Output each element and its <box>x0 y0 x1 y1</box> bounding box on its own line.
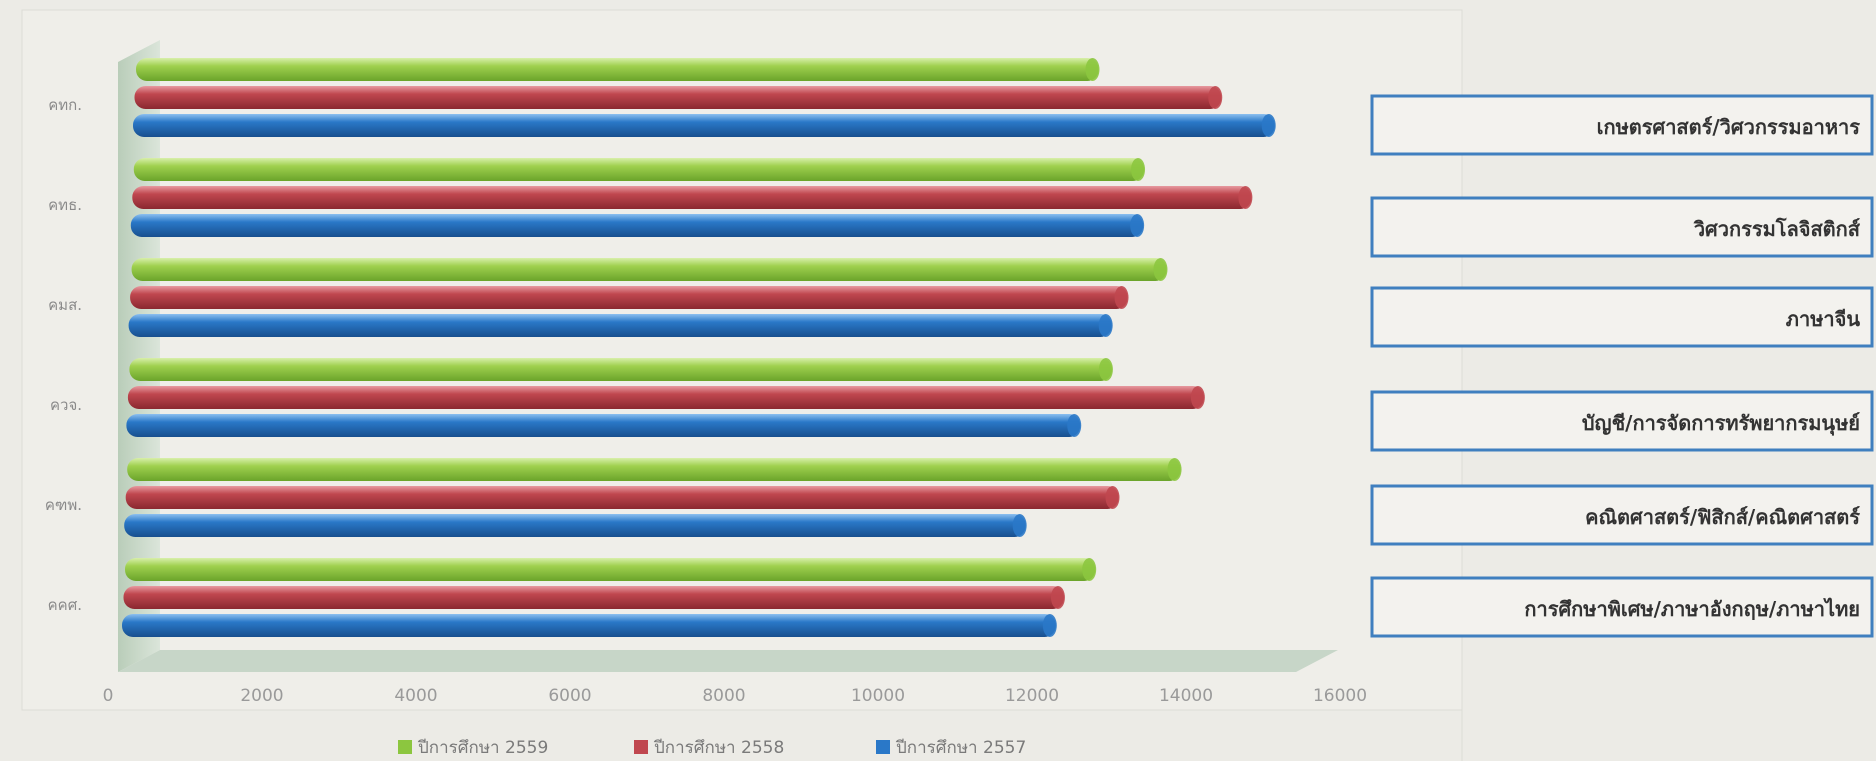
bar-5-0 <box>125 558 1096 581</box>
group-box-label-1: วิศวกรรมโลจิสติกส์ <box>1693 217 1861 241</box>
legend-swatch-2 <box>876 740 890 754</box>
legend-swatch-1 <box>634 740 648 754</box>
bar-cap-1-1 <box>1238 186 1253 209</box>
group-box-5 <box>1370 576 1874 638</box>
bar-cap-1-0 <box>1131 158 1146 181</box>
bar-3-0 <box>129 358 1112 381</box>
x-tick-label-2: 4000 <box>394 686 437 706</box>
bar-3-1 <box>127 386 1204 409</box>
x-tick-label-5: 10000 <box>851 686 905 706</box>
group-box-4 <box>1370 484 1874 546</box>
bar-cap-4-1 <box>1105 486 1120 509</box>
bar-cap-5-1 <box>1050 586 1065 609</box>
bar-cap-0-2 <box>1261 114 1276 137</box>
bar-1-1 <box>132 186 1252 209</box>
bar-4-2 <box>124 514 1026 537</box>
group-box-label-5: การศึกษาพิเศษ/ภาษาอังกฤษ/ภาษาไทย <box>1524 597 1860 621</box>
bar-4-0 <box>127 458 1181 481</box>
bar-cap-3-1 <box>1190 386 1205 409</box>
legend-label-0: ปีการศึกษา 2559 <box>417 738 548 758</box>
x-tick-label-8: 16000 <box>1313 686 1367 706</box>
group-box-label-2: ภาษาจีน <box>1786 307 1861 331</box>
bar-cap-0-1 <box>1208 86 1223 109</box>
bar-cap-5-0 <box>1082 558 1097 581</box>
category-label-0: คทก. <box>48 96 82 114</box>
category-label-5: คคศ. <box>48 596 82 614</box>
bar-cap-1-2 <box>1130 214 1145 237</box>
bar-0-2 <box>133 114 1275 137</box>
bar-cap-3-0 <box>1098 358 1113 381</box>
bar-2-0 <box>131 258 1167 281</box>
legend-swatch-0 <box>398 740 412 754</box>
bar-3-2 <box>126 414 1081 437</box>
bar-cap-4-2 <box>1012 514 1027 537</box>
bar-5-2 <box>122 614 1056 637</box>
bar-0-0 <box>136 58 1099 81</box>
legend-label-2: ปีการศึกษา 2557 <box>895 738 1026 758</box>
group-box-label-3: บัญชี/การจัดการทรัพยากรมนุษย์ <box>1582 411 1860 436</box>
group-box-0 <box>1370 94 1874 156</box>
bar-cap-2-0 <box>1153 258 1168 281</box>
group-box-label-0: เกษตรศาสตร์/วิศวกรรมอาหาร <box>1597 115 1861 139</box>
bar-1-0 <box>133 158 1145 181</box>
x-tick-label-4: 8000 <box>702 686 745 706</box>
bars-layer <box>122 58 1276 637</box>
bar-cap-3-2 <box>1067 414 1082 437</box>
bar-cap-0-0 <box>1085 58 1100 81</box>
bar-cap-4-0 <box>1167 458 1182 481</box>
bar-cap-2-1 <box>1114 286 1129 309</box>
chart-floor <box>118 650 1338 672</box>
legend: ปีการศึกษา 2559 ปีการศึกษา 2558 ปีการศึกษา… <box>398 738 1026 758</box>
group-label-boxes: เกษตรศาสตร์/วิศวกรรมอาหารวิศวกรรมโลจิสติ… <box>1370 94 1874 638</box>
group-box-1 <box>1370 196 1874 258</box>
group-box-3 <box>1370 390 1874 452</box>
x-tick-label-1: 2000 <box>240 686 283 706</box>
x-axis: 0 2000 4000 6000 8000 10000 12000 14000 16000 <box>103 686 1367 706</box>
bar-4-1 <box>125 486 1119 509</box>
group-box-2 <box>1370 286 1874 348</box>
bar-0-1 <box>134 86 1222 109</box>
bar-2-2 <box>128 314 1112 337</box>
group-box-label-4: คณิตศาสตร์/ฟิสิกส์/คณิตศาสตร์ <box>1585 505 1860 529</box>
category-label-4: คฑพ. <box>45 496 82 514</box>
category-label-2: คมส. <box>48 296 82 314</box>
y-axis-categories: คทก. คทธ. คมส. ควจ. คฑพ. คคศ. <box>45 96 82 614</box>
x-tick-label-7: 14000 <box>1159 686 1213 706</box>
bar-2-1 <box>130 286 1128 309</box>
x-tick-label-6: 12000 <box>1005 686 1059 706</box>
category-label-3: ควจ. <box>50 396 82 414</box>
x-tick-label-3: 6000 <box>548 686 591 706</box>
x-tick-label-0: 0 <box>103 686 114 706</box>
legend-label-1: ปีการศึกษา 2558 <box>653 738 784 758</box>
bar-1-2 <box>130 214 1144 237</box>
bar-cap-5-2 <box>1042 614 1057 637</box>
bar-5-1 <box>123 586 1064 609</box>
category-label-1: คทธ. <box>48 196 82 214</box>
bar-cap-2-2 <box>1098 314 1113 337</box>
